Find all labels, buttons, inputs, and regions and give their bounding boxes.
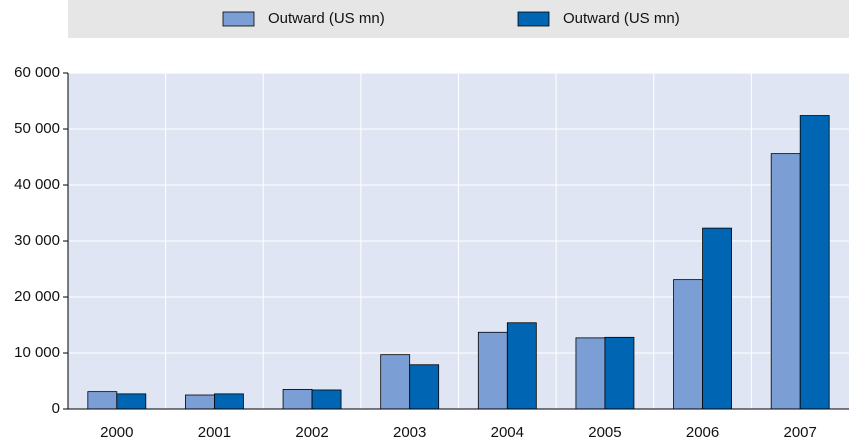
bar xyxy=(87,391,118,410)
x-tick-label: 2000 xyxy=(100,424,133,441)
y-tick-label: 20 000 xyxy=(14,288,60,305)
y-tick-label: 40 000 xyxy=(14,176,60,193)
x-tick-label: 2006 xyxy=(686,424,719,441)
bar xyxy=(116,393,147,410)
bar xyxy=(311,389,342,410)
x-tick-label: 2004 xyxy=(491,424,524,441)
bar xyxy=(282,388,313,410)
bar xyxy=(185,394,215,410)
bar xyxy=(214,393,244,410)
legend-swatch xyxy=(222,11,255,27)
legend-swatch xyxy=(517,11,550,27)
x-tick-label: 2007 xyxy=(784,424,817,441)
bar xyxy=(604,336,635,410)
bar xyxy=(799,115,830,410)
bar xyxy=(477,331,508,410)
x-tick-label: 2001 xyxy=(198,424,231,441)
legend-label: Outward (US mn) xyxy=(268,10,385,27)
bar xyxy=(702,227,732,410)
y-tick-label: 30 000 xyxy=(14,232,60,249)
x-tick-label: 2002 xyxy=(295,424,328,441)
bar xyxy=(409,364,440,410)
bar xyxy=(575,337,606,410)
y-tick-label: 10 000 xyxy=(14,344,60,361)
y-tick-label: 50 000 xyxy=(14,120,60,137)
bar xyxy=(506,322,537,410)
legend-background xyxy=(68,0,849,38)
x-tick-label: 2003 xyxy=(393,424,426,441)
x-tick-label: 2005 xyxy=(588,424,621,441)
legend-label: Outward (US mn) xyxy=(563,10,680,27)
bar xyxy=(673,279,703,410)
y-tick-label: 60 000 xyxy=(14,64,60,81)
bar xyxy=(770,153,801,410)
y-tick-label: 0 xyxy=(52,400,60,417)
bar xyxy=(380,354,411,410)
